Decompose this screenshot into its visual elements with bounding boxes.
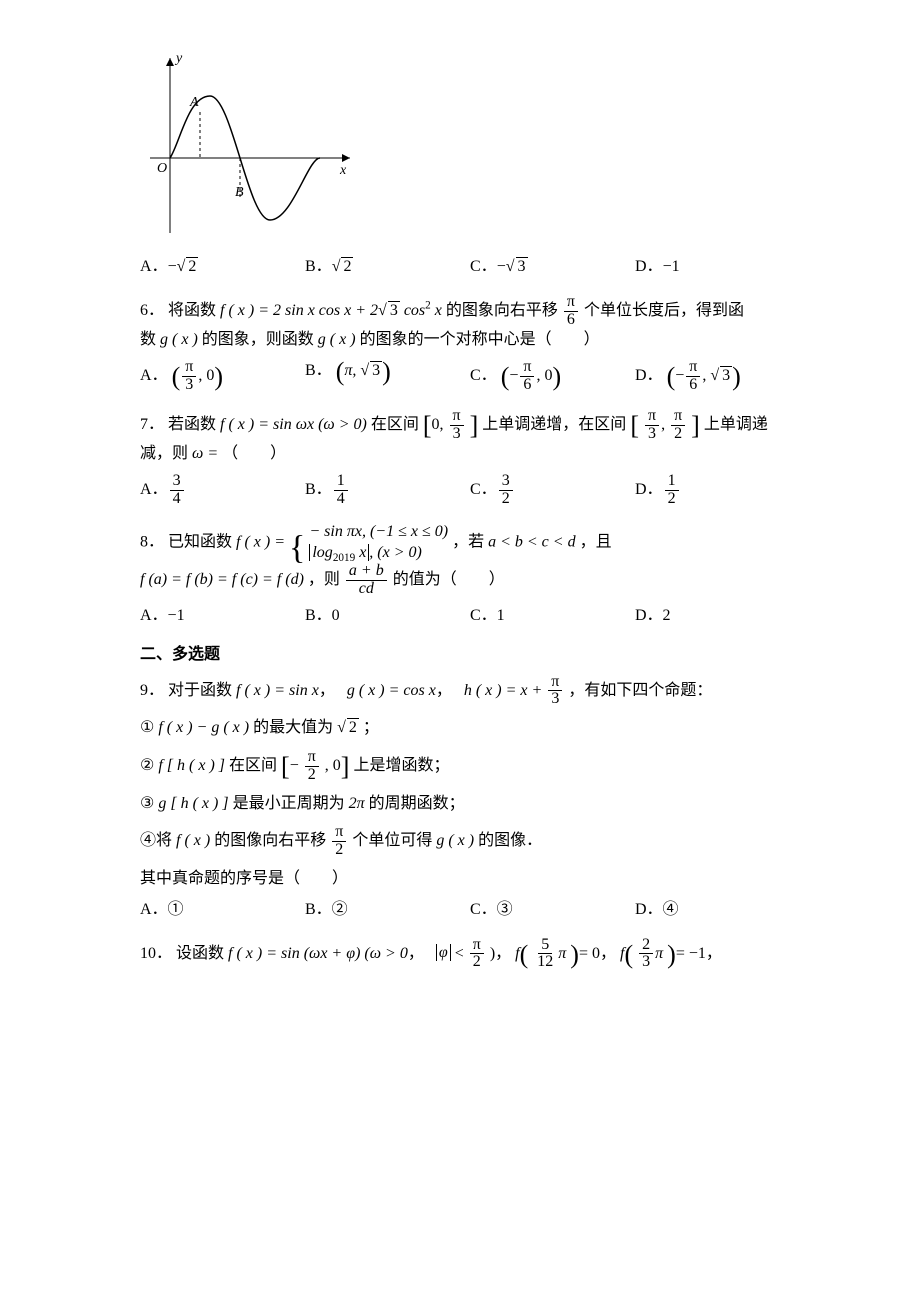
q7-stem-line2: 减，则 ω = （ ） [140,442,800,467]
point-A: A [189,95,199,110]
q9-item-3: ③ g [ h ( x ) ] 是最小正周期为 2π 的周期函数； [140,792,800,817]
q9-item-1: ① f ( x ) − g ( x ) 的最大值为 √2 ； [140,716,800,741]
q7-opt-B: B．14 [305,473,470,508]
q6-opt-C: C． (−π6, 0) [470,359,635,394]
q7-opt-A: A．34 [140,473,305,508]
q6-opt-B: B． (π, √3) [305,359,470,394]
q5-opt-A: A．−√2 [140,255,305,280]
q9-opt-B: B．② [305,898,470,923]
q9-item-2: ② f [ h ( x ) ] 在区间 [− π2 , 0] 上是增函数； [140,749,800,784]
q9-tail: 其中真命题的序号是（ ） [140,867,800,892]
q5-opt-D: D．−1 [635,255,800,280]
q9-opt-D: D．④ [635,898,800,923]
sine-plot: y x O A B [140,48,360,243]
q6-options: A． (π3, 0) B． (π, √3) C． (−π6, 0) D． (−π… [140,359,800,394]
q7-stem: 7． 若函数 f ( x ) = sin ωx (ω > 0) 在区间 [0, … [140,408,800,443]
q9-item-4: ④将 f ( x ) 的图像向右平移 π2 个单位可得 g ( x ) 的图像． [140,824,800,859]
q8-stem: 8． 已知函数 f ( x ) = { − sin πx, (−1 ≤ x ≤ … [140,522,800,564]
q8-stem-line2: f (a) = f (b) = f (c) = f (d) ，则 a + bcd… [140,563,800,598]
axis-label-y: y [174,51,183,66]
q7-opt-C: C．32 [470,473,635,508]
axis-label-x: x [339,163,347,178]
q9-options: A．① B．② C．③ D．④ [140,898,800,923]
q6-stem-line2: 数 g ( x ) 的图象，则函数 g ( x ) 的图象的一个对称中心是（ ） [140,328,800,353]
q5-opt-B: B．√2 [305,255,470,280]
q8-opt-C: C．1 [470,604,635,629]
q5-opt-C: C．−√3 [470,255,635,280]
q9-opt-C: C．③ [470,898,635,923]
q6-opt-A: A． (π3, 0) [140,359,305,394]
q8-opt-B: B．0 [305,604,470,629]
q5-graph: y x O A B [140,48,800,243]
q9-opt-A: A．① [140,898,305,923]
point-B: B [235,185,244,200]
q8-options: A．−1 B．0 C．1 D．2 [140,604,800,629]
q9-stem: 9． 对于函数 f ( x ) = sin x， g ( x ) = cos x… [140,674,800,709]
section-2-heading: 二、多选题 [140,643,800,668]
q7-opt-D: D．12 [635,473,800,508]
q10-stem: 10． 设函数 f ( x ) = sin (ωx + φ) (ω > 0， φ… [140,937,800,972]
q7-options: A．34 B．14 C．32 D．12 [140,473,800,508]
origin-label: O [157,161,167,176]
q5-options: A．−√2 B．√2 C．−√3 D．−1 [140,255,800,280]
q8-opt-D: D．2 [635,604,800,629]
q6-opt-D: D． (−π6, √3) [635,359,800,394]
q8-opt-A: A．−1 [140,604,305,629]
q6-stem: 6． 将函数 f ( x ) = 2 sin x cos x + 2√3 cos… [140,294,800,329]
